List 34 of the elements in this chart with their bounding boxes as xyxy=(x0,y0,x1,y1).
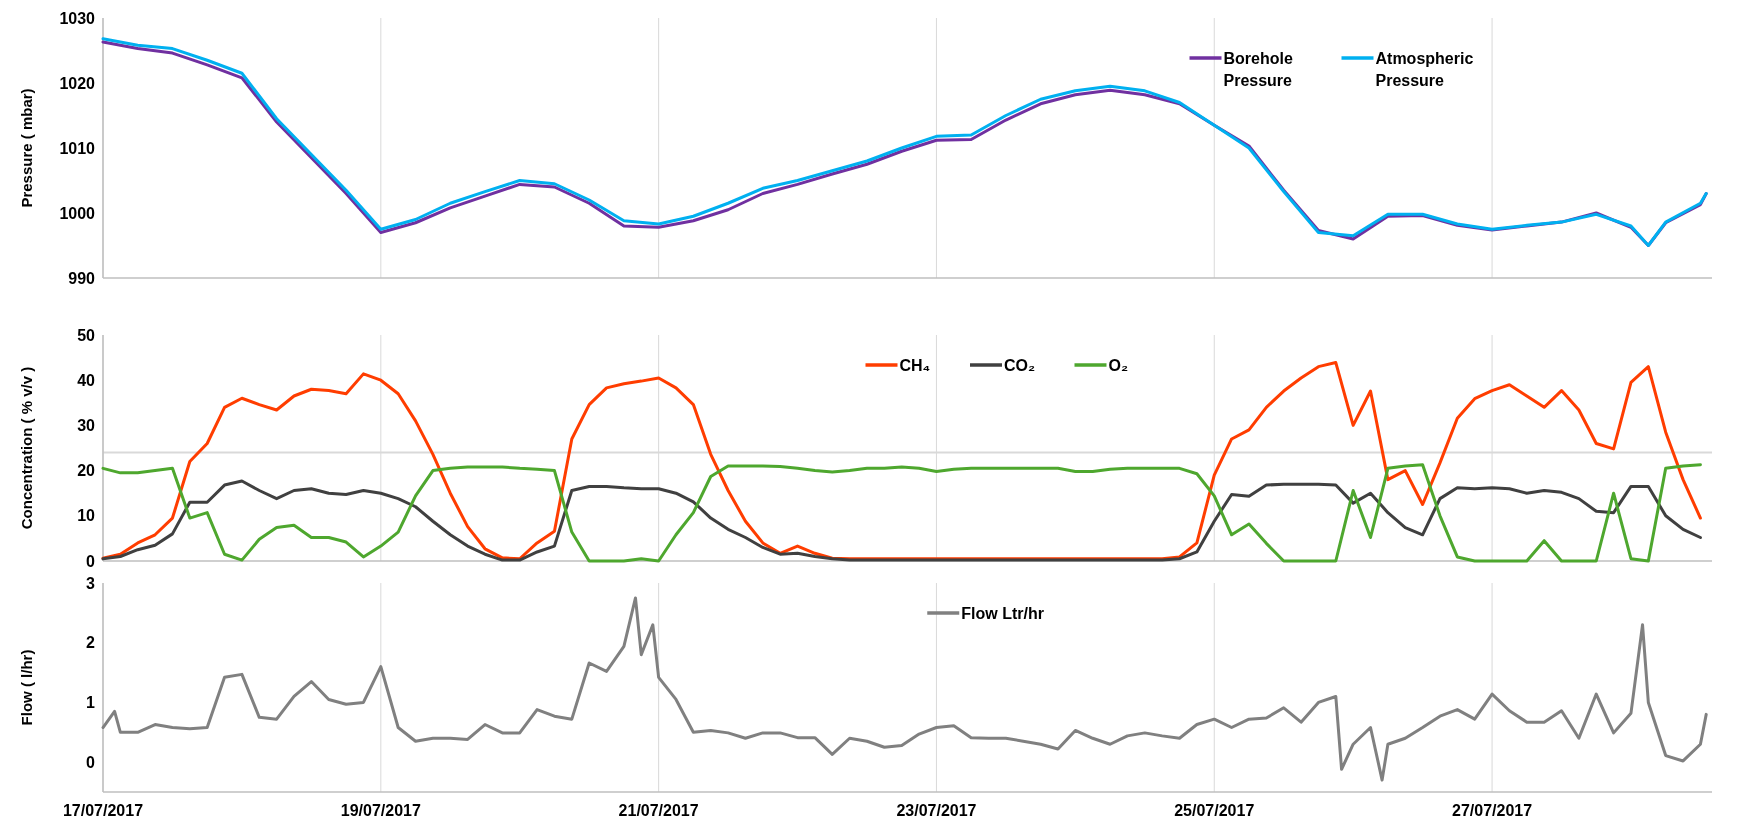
y-tick-label: 1 xyxy=(86,694,96,712)
y-axis-title: Flow ( l/hr) xyxy=(18,649,35,726)
x-tick-label: 27/07/2017 xyxy=(1452,802,1533,819)
y-tick-label: 20 xyxy=(77,462,96,480)
y-tick-label: 0 xyxy=(86,753,96,771)
x-tick-label: 21/07/2017 xyxy=(618,802,699,819)
y-axis-title: Pressure ( mbar) xyxy=(18,88,35,208)
y-tick-label: 0 xyxy=(86,552,96,570)
x-tick-label: 23/07/2017 xyxy=(896,802,977,819)
legend-label: Borehole Pressure xyxy=(1223,50,1293,89)
y-tick-label: 1000 xyxy=(59,204,96,222)
y-axis-title: Concentration ( % v/v ) xyxy=(18,366,35,530)
x-tick-label: 25/07/2017 xyxy=(1174,802,1255,819)
y-tick-label: 3 xyxy=(86,574,96,592)
y-tick-label: 2 xyxy=(86,634,96,652)
legend-label: CH₄ xyxy=(899,357,931,374)
y-tick-label: 1020 xyxy=(59,74,96,92)
legend-label: O₂ xyxy=(1108,357,1129,374)
x-tick-label: 17/07/2017 xyxy=(62,802,144,819)
x-tick-label: 19/07/2017 xyxy=(340,802,421,819)
y-tick-label: 30 xyxy=(77,417,96,434)
y-tick-label: 40 xyxy=(77,371,96,389)
line-series xyxy=(101,361,1702,561)
y-tick-label: 990 xyxy=(68,269,96,287)
line-series xyxy=(101,463,1702,563)
line-series xyxy=(101,479,1702,562)
y-tick-label: 10 xyxy=(77,507,96,525)
line-series xyxy=(101,596,1708,782)
y-tick-label: 1030 xyxy=(59,9,96,27)
legend-label: Flow Ltr/hr xyxy=(961,605,1044,622)
y-tick-label: 1010 xyxy=(59,139,96,157)
legend-label: Atmospheric Pressure xyxy=(1375,50,1474,89)
legend-label: CO₂ xyxy=(1004,357,1036,374)
y-tick-label: 50 xyxy=(77,326,96,344)
